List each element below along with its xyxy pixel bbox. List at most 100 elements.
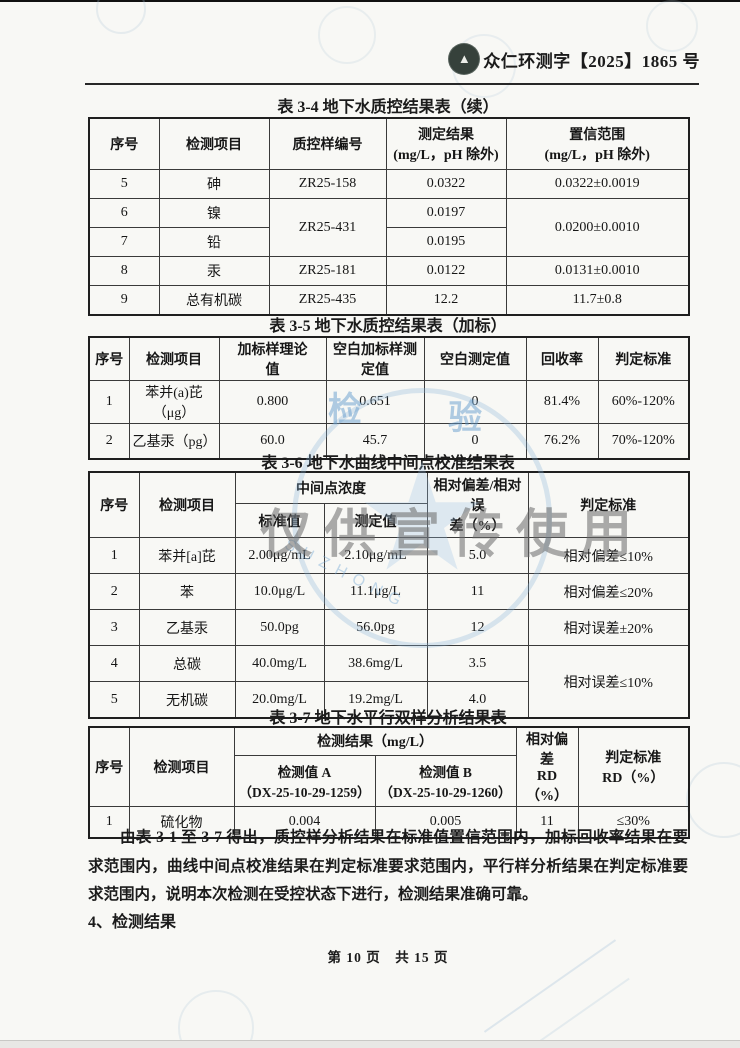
cell: 0.0122 [385, 256, 507, 286]
cell: 5 [88, 681, 140, 719]
cell: 相对误差≤10% [527, 645, 690, 719]
column-header: 检测值 B （DX-25-10-29-1260） [374, 754, 517, 808]
table-row: 7 铅 0.0195 [88, 227, 689, 257]
column-header: 检测项目 [128, 726, 235, 807]
cell: 铅 [158, 227, 270, 257]
cell: 3.5 [426, 645, 529, 682]
cell: 0 [423, 423, 527, 460]
cell: 76.2% [525, 423, 599, 460]
cell: 相对误差±20% [527, 609, 690, 646]
cell: 8 [88, 256, 160, 286]
cell: 6 [88, 198, 160, 228]
document-header: ▲ 众仁环测字【2025】1865 号 [0, 44, 700, 74]
cell: 总碳 [138, 645, 236, 682]
cell: 0.0322±0.0019 [505, 169, 690, 199]
cell: 81.4% [525, 380, 599, 424]
column-header: 判定标准 RD（%） [577, 726, 690, 807]
column-header: 序号 [88, 336, 130, 381]
scan-artifact [530, 977, 630, 1048]
cell: ≤30% [577, 806, 690, 839]
cell: 1 [88, 380, 130, 424]
column-header: 检测项目 [128, 336, 220, 381]
column-header: 质控样编号 [268, 117, 387, 170]
doc-number: 众仁环测字【2025】1865 号 [483, 51, 700, 71]
column-header: 判定标准 [527, 471, 690, 538]
table-3-7-title: 表 3-7 地下水平行双样分析结果表 [269, 710, 507, 727]
table-row: 1 苯并(a)芘（μg） 0.800 0.651 0 81.4% 60%-120… [88, 380, 690, 424]
cell: ZR25-431 [268, 198, 387, 257]
cell: 5 [88, 169, 160, 199]
cell: 2 [88, 573, 140, 610]
cell: 4.0 [426, 681, 529, 719]
cell: 乙基汞 [138, 609, 236, 646]
cell: 1 [88, 537, 140, 574]
column-header: 加标样理论 值 [218, 336, 327, 381]
table-3-5: 序号 检测项目 加标样理论 值 空白加标样测 定值 空白测定值 回收率 判定标准… [88, 336, 690, 460]
table-row: 5 无机碳 20.0mg/L 19.2mg/L 4.0 [88, 681, 689, 719]
column-header: 判定标准 [597, 336, 690, 381]
column-header: 回收率 [525, 336, 599, 381]
column-header: 检测项目 [138, 471, 236, 538]
cell: 苯并[a]芘 [138, 537, 236, 574]
cell: 12 [426, 609, 529, 646]
column-header: 置信范围 (mg/L，pH 除外) [505, 117, 690, 170]
column-header: 空白加标样测 定值 [325, 336, 425, 381]
column-header: 相对偏差/相对误 差（%） [426, 471, 529, 538]
cell: 无机碳 [138, 681, 236, 719]
column-header: 序号 [88, 471, 140, 538]
cell: 45.7 [325, 423, 425, 460]
column-header: 序号 [88, 117, 160, 170]
cell: 0.005 [374, 806, 517, 839]
column-header: 标准值 [234, 503, 325, 538]
cell: ZR25-435 [268, 285, 387, 316]
table-3-4: 序号 检测项目 质控样编号 测定结果 (mg/L，pH 除外) 置信范围 (mg… [88, 117, 690, 316]
table-3-6-title: 表 3-6 地下水曲线中间点校准结果表 [261, 455, 515, 472]
cell: 0.0131±0.0010 [505, 256, 690, 286]
table-row: 1 苯并[a]芘 2.00μg/mL 2.10μg/mL 5.0 相对偏差≤10… [88, 537, 690, 574]
section-heading: 4、检测结果 [88, 914, 177, 931]
cell: 汞 [158, 256, 270, 286]
page-footer: 第 10 页 共 15 页 [327, 950, 449, 965]
column-header: 检测结果（mg/L） [233, 726, 517, 756]
column-header: 检测项目 [158, 117, 270, 170]
table-3-6: 序号 检测项目 中间点浓度 相对偏差/相对误 差（%） 判定标准 标准值 测定值… [88, 471, 690, 719]
table-row: 8 汞 ZR25-181 0.0122 0.0131±0.0010 [88, 256, 690, 286]
cell: 7 [88, 227, 160, 257]
cell: 40.0mg/L [234, 645, 325, 682]
cell: 11 [426, 573, 529, 610]
table-row: 2 苯 10.0μg/L 11.1μg/L 11 相对偏差≤20% [88, 573, 690, 610]
table-row: 4 总碳 40.0mg/L 38.6mg/L 3.5 相对误差≤10% [88, 645, 690, 719]
cell: 5.0 [426, 537, 529, 574]
column-header: 序号 [88, 726, 130, 807]
cell: 0.651 [325, 380, 425, 424]
cell: 60.0 [218, 423, 327, 460]
cell: 3 [88, 609, 140, 646]
table-3-7: 序号 检测项目 检测结果（mg/L） 相对偏差 RD（%） 判定标准 RD（%）… [88, 726, 691, 839]
table-row: 5 砷 ZR25-158 0.0322 0.0322±0.0019 [88, 169, 690, 199]
cell: 1 [88, 806, 130, 839]
column-header: 中间点浓度 [234, 471, 428, 504]
table-row: 1 硫化物 0.004 0.005 11 ≤30% [88, 806, 690, 839]
cell: 60%-120% [597, 380, 690, 424]
cell: 0.0195 [385, 227, 507, 257]
cell: 0.800 [218, 380, 327, 424]
cell: 硫化物 [128, 806, 235, 839]
scan-artifact [686, 762, 740, 838]
cell: 50.0pg [234, 609, 325, 646]
column-header: 空白测定值 [423, 336, 527, 381]
cell: 70%-120% [597, 423, 690, 460]
cell: 镍 [158, 198, 270, 228]
table-row: 3 乙基汞 50.0pg 56.0pg 12 相对误差±20% [88, 609, 690, 646]
cell: ZR25-158 [268, 169, 387, 199]
cell: 11.7±0.8 [505, 285, 690, 316]
cell: 砷 [158, 169, 270, 199]
cell: 20.0mg/L [234, 681, 325, 719]
cell: 4 [88, 645, 140, 682]
cell: 0.0322 [385, 169, 507, 199]
header-rule [85, 83, 699, 85]
scan-artifact [96, 0, 146, 34]
cell: 11.1μg/L [323, 573, 428, 610]
cell: ZR25-181 [268, 256, 387, 286]
cell: 0.0200±0.0010 [505, 198, 690, 257]
